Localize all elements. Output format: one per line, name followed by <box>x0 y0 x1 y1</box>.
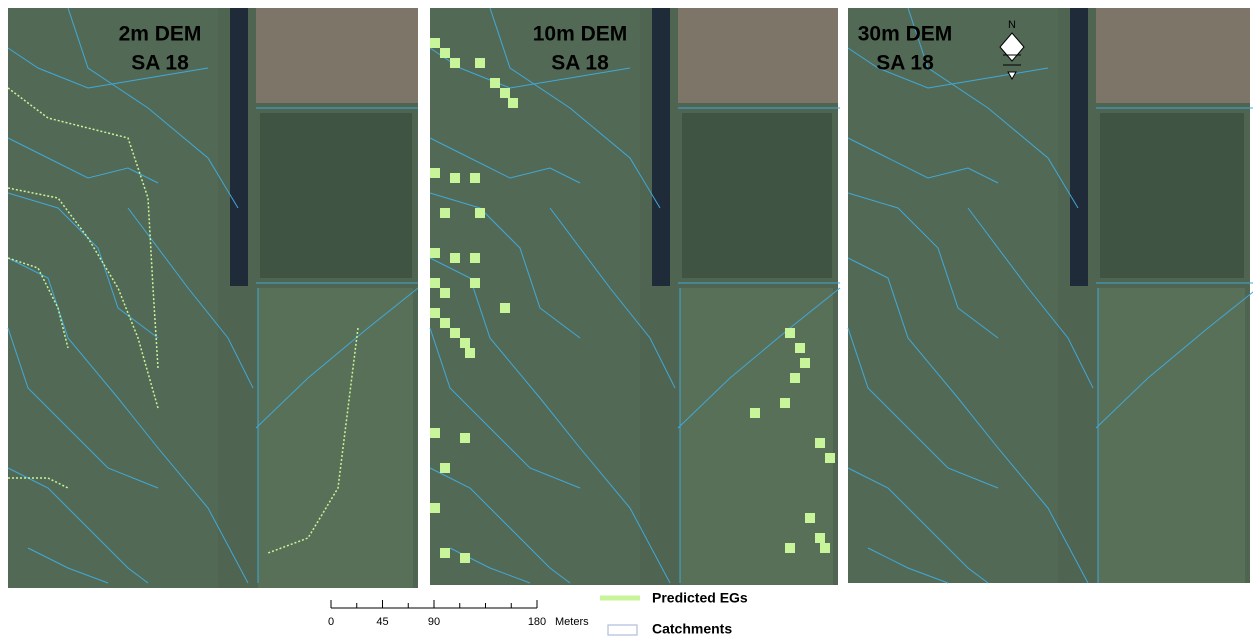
field-bare <box>1096 8 1250 103</box>
predicted-eg-cell <box>440 318 450 328</box>
predicted-eg-cell <box>450 58 460 68</box>
predicted-eg-cell <box>820 543 830 553</box>
scale-label: 90 <box>428 616 440 628</box>
predicted-eg-cell <box>785 543 795 553</box>
field <box>430 8 640 585</box>
map-panel <box>848 8 1253 583</box>
field-crop <box>1098 288 1245 583</box>
predicted-eg-cell <box>470 173 480 183</box>
predicted-eg-cell <box>475 58 485 68</box>
predicted-eg-cell <box>508 98 518 108</box>
scale-label: 180 <box>528 616 546 628</box>
panel-subtitle: SA 18 <box>876 52 934 75</box>
map-panel <box>430 8 840 585</box>
road-ditch <box>1070 8 1088 286</box>
predicted-eg-cell <box>490 78 500 88</box>
road-ditch <box>230 8 248 286</box>
predicted-eg-cell <box>795 343 805 353</box>
panel-title: 10m DEM <box>533 23 628 46</box>
predicted-eg-cell <box>750 408 760 418</box>
predicted-eg-cell <box>800 358 810 368</box>
predicted-eg-cell <box>790 373 800 383</box>
scale-unit: Meters <box>555 616 589 628</box>
predicted-eg-cell <box>450 173 460 183</box>
predicted-eg-cell <box>430 248 440 258</box>
predicted-eg-cell <box>430 38 440 48</box>
legend-label: Catchments <box>652 621 732 637</box>
predicted-eg-cell <box>430 503 440 513</box>
road-ditch <box>652 8 670 286</box>
panel-subtitle: SA 18 <box>131 52 189 75</box>
field-crop <box>260 113 412 278</box>
predicted-eg-cell <box>825 453 835 463</box>
scale-label: 45 <box>376 616 388 628</box>
predicted-eg-cell <box>465 348 475 358</box>
figure: Predicted EGs Catchments Meters 2m DEM SA… <box>0 0 1253 639</box>
predicted-eg-cell <box>430 168 440 178</box>
predicted-eg-cell <box>470 278 480 288</box>
predicted-eg-cell <box>440 548 450 558</box>
predicted-eg-cell <box>450 328 460 338</box>
predicted-eg-cell <box>785 328 795 338</box>
predicted-eg-cell <box>815 533 825 543</box>
predicted-eg-cell <box>440 48 450 58</box>
predicted-eg-cell <box>440 288 450 298</box>
predicted-eg-cell <box>815 438 825 448</box>
panel-subtitle: SA 18 <box>551 52 609 75</box>
predicted-eg-cell <box>500 303 510 313</box>
scale-label: 0 <box>328 616 334 628</box>
predicted-eg-cell <box>470 253 480 263</box>
north-label: N <box>1008 19 1016 31</box>
field <box>848 8 1058 583</box>
predicted-eg-cell <box>460 553 470 563</box>
predicted-eg-cell <box>430 308 440 318</box>
panel-title: 30m DEM <box>858 23 953 46</box>
predicted-eg-cell <box>450 253 460 263</box>
field <box>8 8 218 588</box>
panel-title: 2m DEM <box>119 23 202 46</box>
legend-label: Predicted EGs <box>652 590 748 606</box>
legend-swatch-catchments <box>608 625 637 635</box>
predicted-eg-cell <box>475 208 485 218</box>
predicted-eg-cell <box>440 463 450 473</box>
field-crop <box>258 288 413 588</box>
predicted-eg-cell <box>500 88 510 98</box>
field-bare <box>256 8 418 103</box>
field-crop <box>1100 113 1244 278</box>
field-crop <box>682 113 832 278</box>
predicted-eg-cell <box>805 513 815 523</box>
predicted-eg-cell <box>780 398 790 408</box>
predicted-eg-cell <box>430 428 440 438</box>
field-bare <box>678 8 838 103</box>
predicted-eg-cell <box>440 208 450 218</box>
map-panel <box>8 8 418 588</box>
field-crop <box>680 288 833 585</box>
predicted-eg-cell <box>460 338 470 348</box>
predicted-eg-cell <box>460 433 470 443</box>
predicted-eg-cell <box>430 278 440 288</box>
